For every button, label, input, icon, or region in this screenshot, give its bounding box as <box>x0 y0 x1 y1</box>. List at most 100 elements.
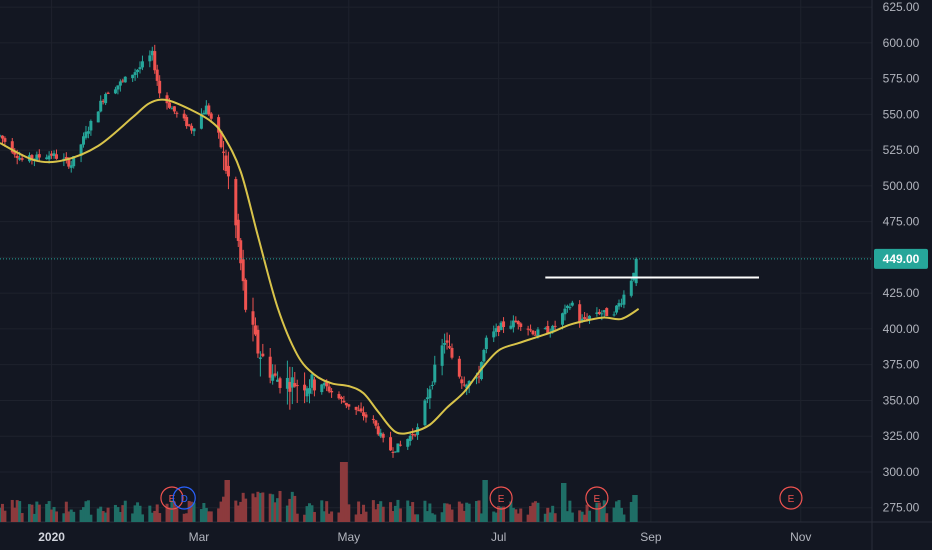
volume-bar <box>268 493 272 522</box>
candle-body <box>101 100 105 102</box>
candle-body <box>389 437 393 451</box>
candle-body <box>158 80 162 94</box>
candle-body <box>585 318 589 320</box>
volume-bar <box>226 480 230 522</box>
volume-bar <box>482 480 486 522</box>
candle-body <box>131 74 135 79</box>
candle-body <box>583 317 587 319</box>
y-tick-label: 325.00 <box>883 429 920 443</box>
volume-bar <box>32 513 36 522</box>
candle-body <box>167 102 171 108</box>
candle-body <box>396 443 400 453</box>
candle-body <box>354 406 358 410</box>
volume-bar <box>445 503 449 522</box>
volume-bar <box>170 500 174 522</box>
event-label: E <box>788 494 795 505</box>
volume-bar <box>62 513 66 522</box>
candle-body <box>310 374 314 388</box>
candle-body <box>13 151 17 155</box>
volume-bar <box>45 503 49 522</box>
volume-bar <box>224 480 228 522</box>
last-price-tag-background <box>874 248 928 269</box>
candle-body <box>443 343 447 345</box>
candle-body <box>514 320 518 323</box>
volume-bar <box>18 501 22 522</box>
candle-body <box>622 294 626 305</box>
candle-body <box>482 349 486 362</box>
volume-bar <box>165 503 169 522</box>
volume-bar <box>138 505 142 522</box>
candle-body <box>307 388 311 394</box>
candle-body <box>605 308 609 316</box>
volume-bar <box>256 491 260 522</box>
volume-bar <box>222 496 226 522</box>
candle-body <box>371 418 375 420</box>
event-marker <box>172 486 196 510</box>
candle-body <box>379 432 383 437</box>
candle-body <box>502 321 506 328</box>
candle-body <box>595 312 599 314</box>
volume-bar <box>10 499 14 522</box>
volume-bar <box>64 501 68 522</box>
candle-body <box>273 373 277 376</box>
candle-body <box>234 179 238 226</box>
volume-bar <box>477 500 481 522</box>
volume-bar <box>396 499 400 522</box>
volume-bar <box>0 507 2 522</box>
candle-body <box>209 113 213 119</box>
volume-bar <box>295 513 299 522</box>
candle-body <box>10 141 14 153</box>
candle-body <box>45 157 49 160</box>
volume-bar <box>241 492 245 522</box>
volume-bar <box>514 509 518 522</box>
candle-body <box>288 381 292 392</box>
volume-bar <box>467 503 471 522</box>
candle-body <box>322 383 326 386</box>
candle-body <box>136 69 140 73</box>
candle-body <box>423 400 427 426</box>
volume-bar <box>416 514 420 522</box>
candle-body <box>99 100 103 112</box>
candle-body <box>362 412 366 417</box>
volume-bar <box>497 506 501 522</box>
volume-bar <box>116 507 120 522</box>
candle-body <box>629 280 633 296</box>
candle-body <box>113 89 117 94</box>
candle-body <box>290 377 294 388</box>
volume-bar <box>337 512 341 522</box>
candle-body <box>303 384 307 391</box>
volume-bar <box>499 506 503 522</box>
candle-body <box>312 379 316 391</box>
candle-body <box>106 92 110 94</box>
last-price-tag: 449.00 <box>874 248 928 269</box>
event-label: D <box>181 494 188 505</box>
volume-bar <box>104 512 108 522</box>
candle-body <box>325 381 329 387</box>
volume-bar <box>580 511 584 522</box>
volume-bar <box>79 509 83 522</box>
volume-bar <box>357 501 361 522</box>
candle-body <box>199 114 203 129</box>
volume-bar <box>251 493 255 522</box>
candle-body <box>359 408 363 412</box>
volume-bar <box>305 506 309 522</box>
volume-bar <box>37 504 41 522</box>
volume-bar <box>479 513 483 522</box>
volume-bar <box>258 493 262 522</box>
candle-body <box>563 308 567 315</box>
candle-body <box>138 67 142 70</box>
volume-bar <box>465 502 469 522</box>
volume-bar <box>548 512 552 522</box>
candle-body <box>413 434 417 436</box>
candle-body <box>578 304 582 324</box>
candle-body <box>570 302 574 306</box>
event-marker <box>779 486 803 510</box>
volume-bar <box>393 505 397 522</box>
volume-bar <box>185 513 189 522</box>
candle-body <box>327 386 331 392</box>
candle-body <box>533 334 537 336</box>
volume-bar <box>67 511 71 522</box>
y-tick-label: 550.00 <box>883 107 920 121</box>
volume-bar <box>612 507 616 522</box>
